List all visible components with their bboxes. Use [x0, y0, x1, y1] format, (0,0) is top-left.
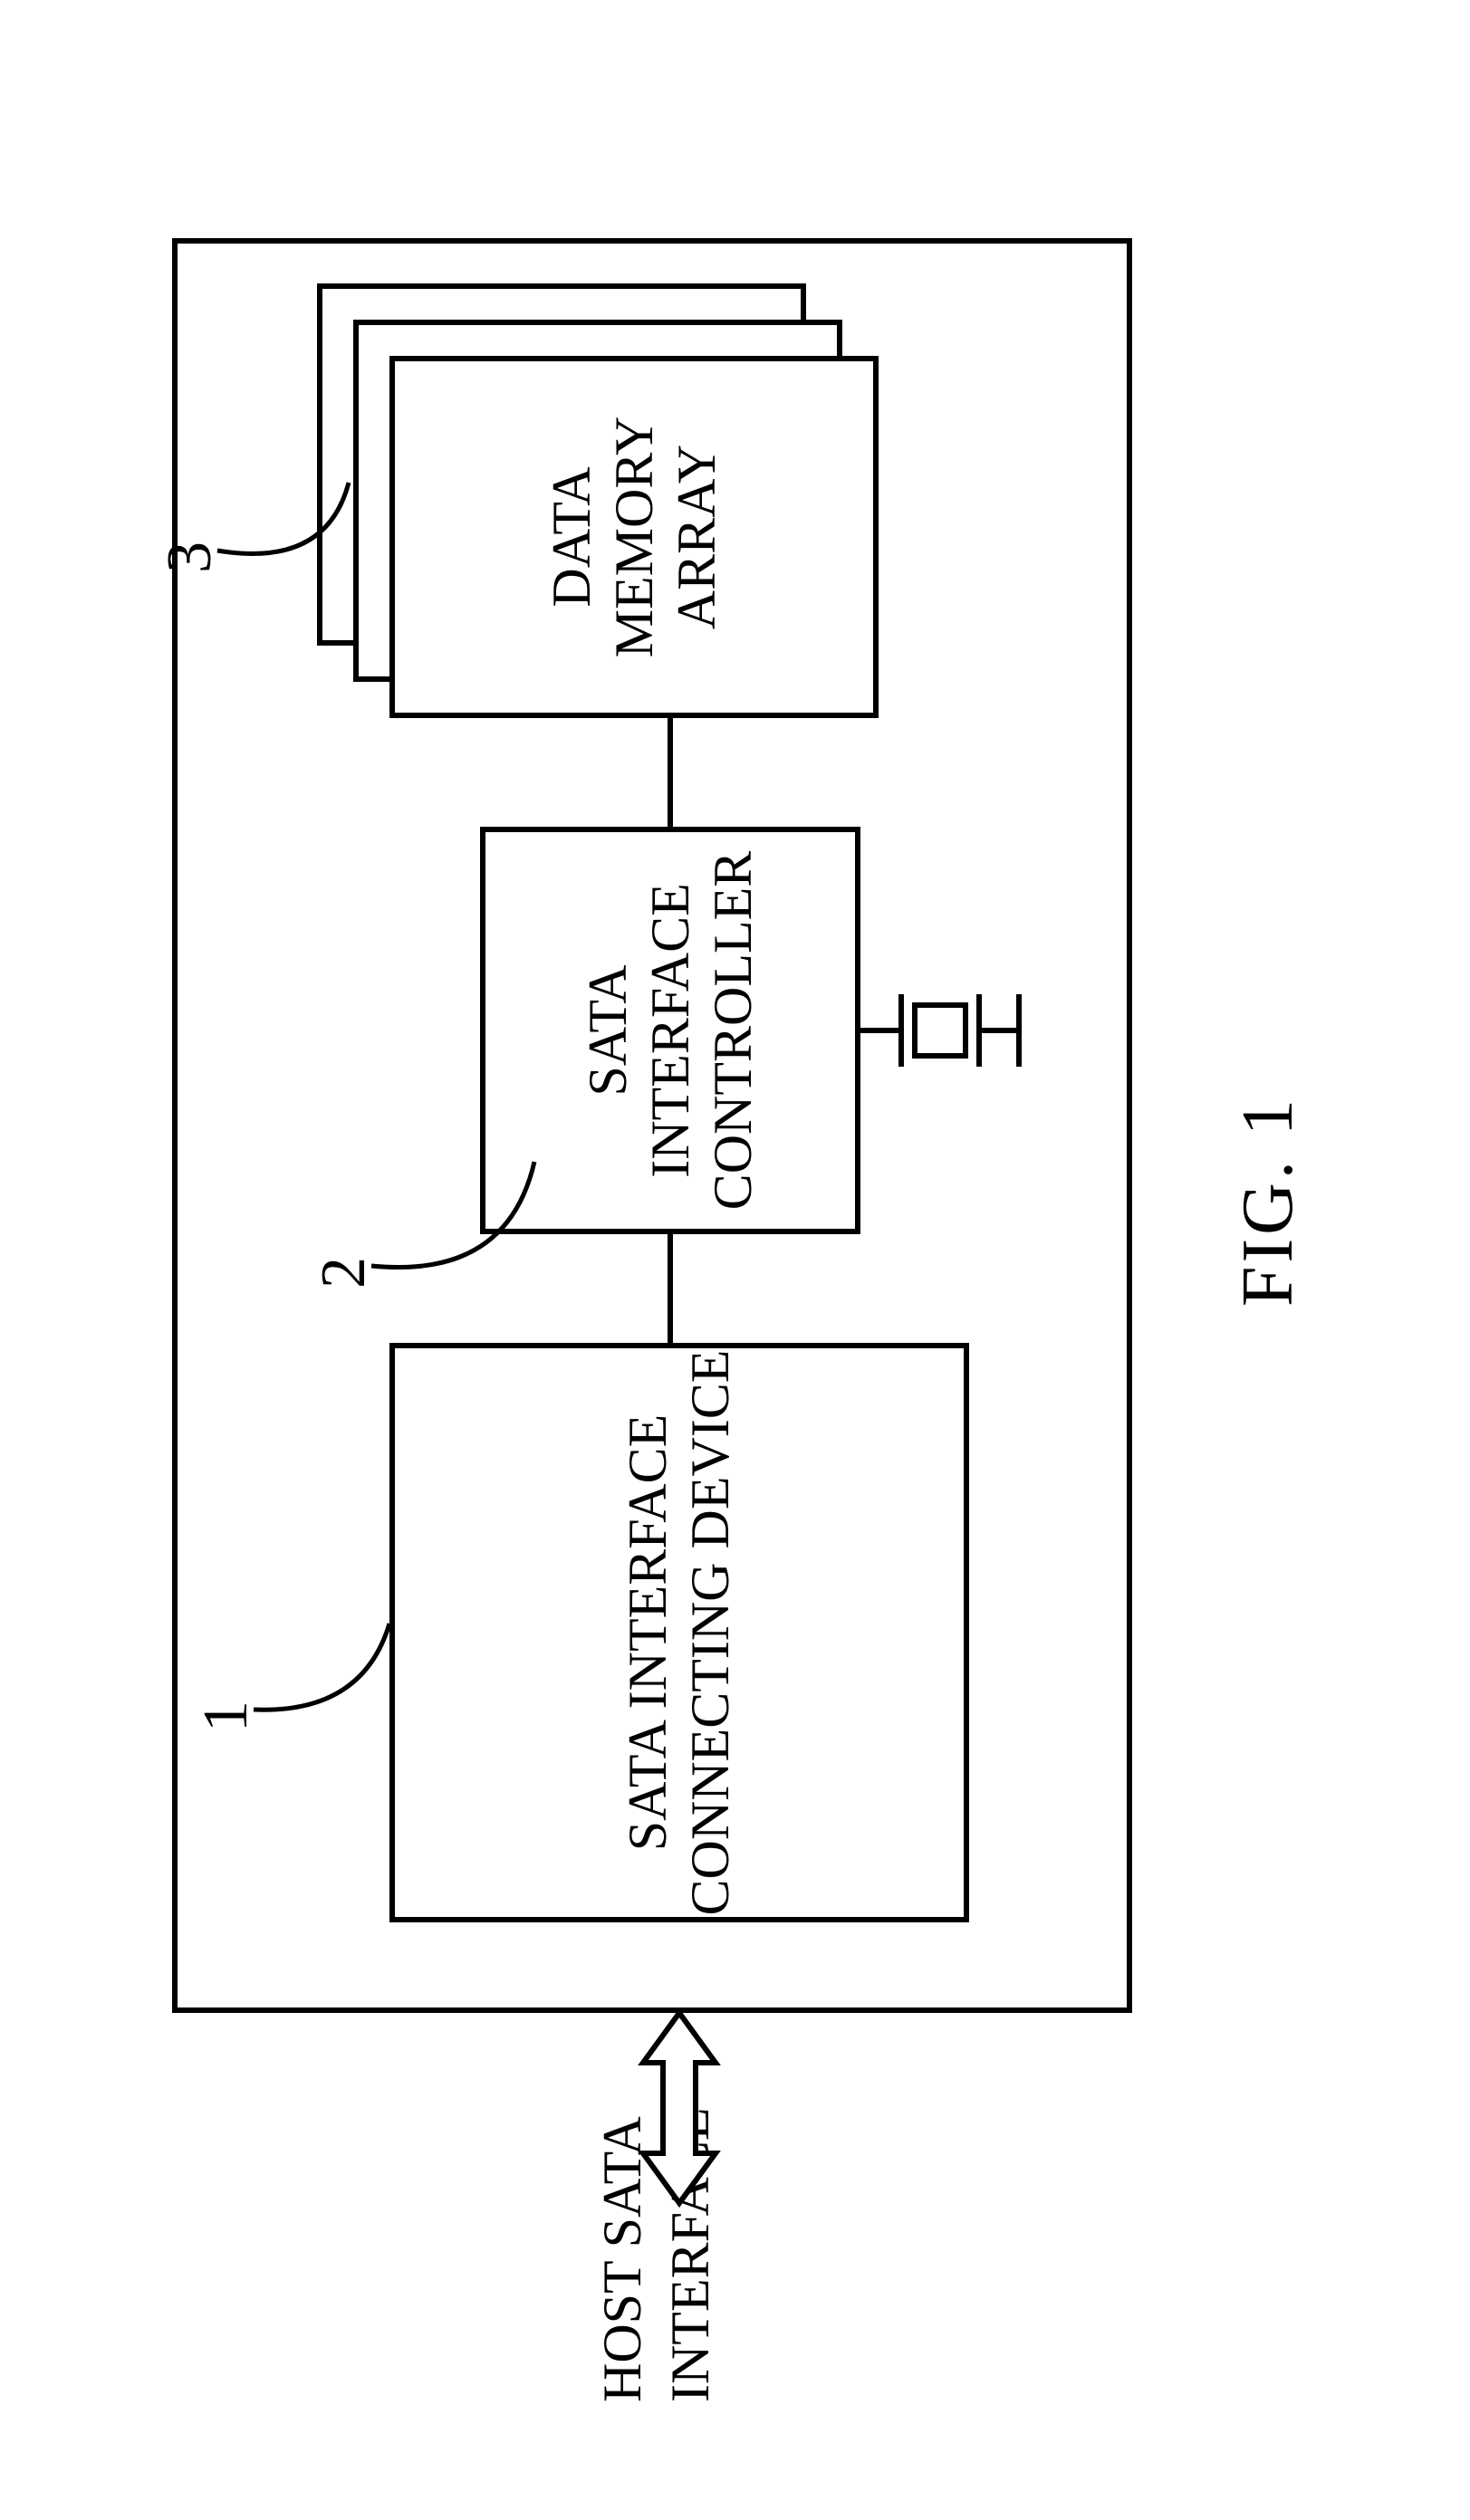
leader-2	[371, 1107, 552, 1289]
ref-num-2: 2	[308, 1257, 380, 1289]
leader-3	[217, 392, 362, 573]
sata-connecting-device-text: SATA INTERFACE CONNECTING DEVICE	[617, 1350, 742, 1916]
ref-num-1: 1	[190, 1701, 263, 1732]
bidirectional-arrow-icon	[634, 2013, 725, 2203]
memory-array-block: DATA MEMORY ARRAY	[389, 356, 879, 718]
memory-array-text: DATA MEMORY ARRAY	[541, 417, 728, 658]
sata-connecting-device-block: SATA INTERFACE CONNECTING DEVICE	[389, 1343, 969, 1922]
page: HOST SATA INTERFACE SATA INTERFACE CONNE…	[0, 0, 1470, 2520]
diagram-canvas: HOST SATA INTERFACE SATA INTERFACE CONNE…	[0, 0, 1470, 2520]
crystal-oscillator-icon	[860, 967, 1033, 1094]
sata-controller-text: SATA INTERFACE CONTROLLER	[577, 851, 764, 1211]
ref-num-3: 3	[154, 541, 226, 573]
figure-caption: FIG. 1	[1227, 1096, 1310, 1307]
connector-1-2	[668, 1234, 673, 1343]
leader-1	[254, 1551, 399, 1732]
connector-2-3	[668, 718, 673, 827]
